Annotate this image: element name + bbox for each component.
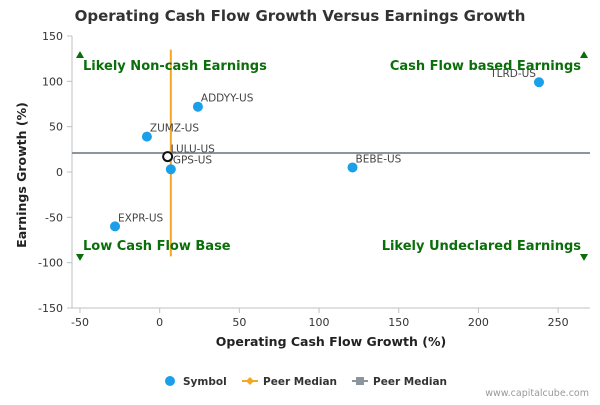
- data-point: [165, 164, 176, 175]
- quadrant-label-top-right: Cash Flow based Earnings: [390, 59, 581, 74]
- x-tick-label: 0: [156, 316, 163, 329]
- y-tick-label: 150: [42, 30, 63, 43]
- x-axis-label: Operating Cash Flow Growth (%): [216, 334, 446, 349]
- legend-symbol-circle-icon: [165, 376, 175, 386]
- data-point-label: EXPR-US: [118, 212, 164, 224]
- data-point-label: BEBE-US: [356, 153, 402, 165]
- legend-label: Peer Median: [263, 376, 337, 388]
- x-tick-label: -50: [71, 316, 89, 329]
- data-point: [533, 77, 544, 88]
- data-point-label: TLRD-US: [489, 68, 536, 80]
- y-tick-label: 100: [42, 75, 63, 88]
- y-tick-label: 50: [49, 121, 63, 134]
- y-tick-label: -50: [45, 211, 63, 224]
- highlight-point: [162, 151, 174, 163]
- x-tick-label: 250: [548, 316, 569, 329]
- y-tick-label: 0: [56, 166, 63, 179]
- legend-square-icon: [356, 377, 364, 385]
- y-axis-label: Earnings Growth (%): [14, 102, 29, 248]
- legend-diamond-icon: [246, 377, 254, 385]
- credit-text: www.capitalcube.com: [485, 388, 589, 399]
- legend: Symbol Peer Median Peer Median: [165, 376, 447, 388]
- arrow-up-right-icon: [580, 51, 588, 58]
- x-tick-label: 50: [232, 316, 246, 329]
- chart-title: Operating Cash Flow Growth Versus Earnin…: [75, 7, 526, 25]
- y-tick-label: -100: [38, 257, 63, 270]
- x-tick-label: 100: [309, 316, 330, 329]
- arrow-down-right-icon: [580, 254, 588, 261]
- data-point: [347, 162, 358, 173]
- quadrant-label-top-left: Likely Non-cash Earnings: [83, 59, 267, 74]
- plot-area: -50 0 50 100 150 200 250 150 100 50 0 -50 -100 -150 Li…: [38, 30, 590, 329]
- data-point-label: ADDYY-US: [201, 93, 254, 105]
- data-point: [141, 131, 152, 142]
- quadrant-label-bottom-right: Likely Undeclared Earnings: [382, 239, 582, 254]
- legend-label: Peer Median: [373, 376, 447, 388]
- quadrant-label-bottom-left: Low Cash Flow Base: [83, 239, 231, 254]
- data-point-label: ZUMZ-US: [150, 123, 199, 135]
- legend-label: Symbol: [183, 376, 227, 388]
- x-tick-label: 200: [468, 316, 489, 329]
- highlight-point-label: LULU-US: [171, 144, 215, 156]
- data-point: [110, 221, 121, 232]
- y-tick-label: -150: [38, 302, 63, 315]
- arrow-up-left-icon: [76, 51, 84, 58]
- arrow-down-left-icon: [76, 254, 84, 261]
- data-point-label: GPS-US: [173, 154, 213, 166]
- x-tick-label: 150: [388, 316, 409, 329]
- data-point: [192, 101, 203, 112]
